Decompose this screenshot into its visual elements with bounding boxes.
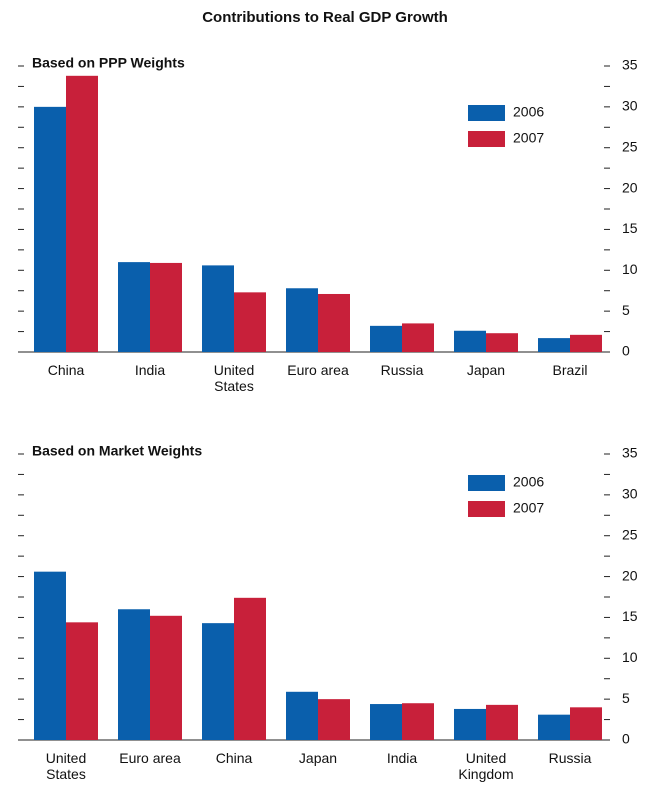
bar — [234, 597, 266, 740]
y-tick-label: 25 — [622, 138, 638, 154]
y-tick-label: 0 — [622, 731, 630, 747]
subtitle: Based on Market Weights — [32, 443, 202, 459]
legend-label: 2007 — [513, 130, 544, 146]
y-tick-label: 20 — [622, 179, 638, 195]
y-tick-label: 35 — [622, 445, 638, 461]
legend-label: 2006 — [513, 104, 544, 120]
bar — [370, 325, 402, 352]
x-tick-label: Euro area — [119, 750, 181, 766]
x-tick-label: United Kingdom — [458, 750, 514, 782]
y-tick-label: 10 — [622, 261, 638, 277]
x-tick-label: Euro area — [287, 362, 349, 378]
x-tick-label: Russia — [380, 362, 424, 378]
bar — [202, 265, 234, 352]
subtitle: Based on PPP Weights — [32, 55, 185, 71]
legend-swatch — [468, 105, 505, 121]
bar — [234, 292, 266, 352]
bar — [66, 75, 98, 352]
legend-label: 2007 — [513, 500, 544, 516]
bar — [570, 707, 602, 740]
x-tick-label: United States — [45, 750, 87, 782]
legend-swatch — [468, 131, 505, 147]
bar — [150, 262, 182, 352]
bar — [318, 699, 350, 740]
y-tick-label: 10 — [622, 649, 638, 665]
x-tick-label: United States — [213, 362, 255, 394]
bar — [402, 323, 434, 352]
bar — [34, 571, 66, 740]
y-tick-label: 15 — [622, 220, 638, 236]
bar — [150, 615, 182, 740]
legend-swatch — [468, 475, 505, 491]
bar — [486, 704, 518, 740]
bar — [454, 330, 486, 352]
bar — [118, 262, 150, 352]
y-tick-label: 30 — [622, 486, 638, 502]
bar — [538, 338, 570, 352]
bar — [486, 333, 518, 352]
figure-title: Contributions to Real GDP Growth — [202, 9, 448, 26]
y-tick-label: 0 — [622, 343, 630, 359]
bar — [402, 703, 434, 740]
y-tick-label: 35 — [622, 57, 638, 73]
bar — [66, 622, 98, 740]
x-tick-label: Brazil — [552, 362, 588, 378]
bar — [34, 106, 66, 352]
x-tick-label: India — [386, 750, 418, 766]
y-tick-label: 25 — [622, 526, 638, 542]
y-tick-label: 30 — [622, 98, 638, 114]
y-tick-label: 5 — [622, 302, 630, 318]
bar — [118, 609, 150, 740]
bar — [570, 334, 602, 352]
x-tick-label: Russia — [548, 750, 592, 766]
bar — [454, 708, 486, 740]
bar — [538, 714, 570, 740]
x-tick-label: India — [134, 362, 166, 378]
legend-swatch — [468, 501, 505, 517]
bar — [370, 704, 402, 740]
bar — [286, 691, 318, 740]
y-tick-label: 15 — [622, 608, 638, 624]
x-tick-label: China — [47, 362, 85, 378]
legend-label: 2006 — [513, 474, 544, 490]
bar — [202, 623, 234, 740]
x-tick-label: Japan — [466, 362, 506, 378]
y-tick-label: 20 — [622, 567, 638, 583]
x-tick-label: China — [215, 750, 253, 766]
x-tick-label: Japan — [298, 750, 338, 766]
bar — [286, 288, 318, 352]
y-tick-label: 5 — [622, 690, 630, 706]
bar — [318, 293, 350, 352]
